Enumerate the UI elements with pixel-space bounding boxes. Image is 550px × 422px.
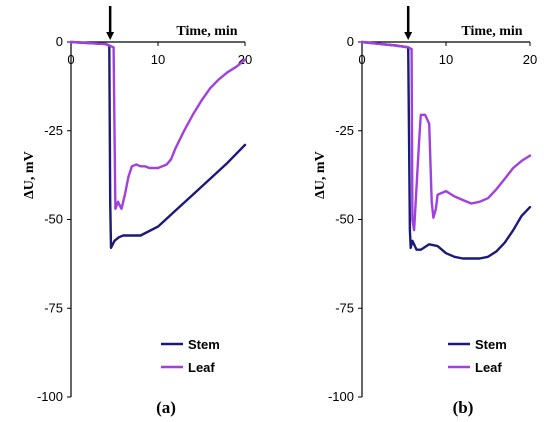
series-line-stem <box>69 40 247 250</box>
legend-label-leaf: Leaf <box>188 360 215 375</box>
y-tick-label: -50 <box>335 212 354 227</box>
y-tick-label: 0 <box>347 34 354 49</box>
y-tick-label: -75 <box>335 300 354 315</box>
legend-label-leaf: Leaf <box>475 360 502 375</box>
x-tick-label: 10 <box>439 52 453 67</box>
y-tick-label: -25 <box>335 123 354 138</box>
panel-label: (a) <box>156 398 176 417</box>
x-axis-label: Time, min <box>461 24 522 39</box>
x-axis-label: Time, min <box>176 24 237 39</box>
x-tick-label: 0 <box>67 52 74 67</box>
y-tick-label: -100 <box>37 389 63 404</box>
y-tick-label: -50 <box>44 212 63 227</box>
legend-label-stem: Stem <box>188 337 220 352</box>
y-tick-label: -25 <box>44 123 63 138</box>
y-tick-label: -75 <box>44 300 63 315</box>
series-line-leaf <box>69 40 247 211</box>
x-tick-label: 0 <box>358 52 365 67</box>
y-tick-label: 0 <box>56 34 63 49</box>
x-tick-label: 20 <box>523 52 537 67</box>
y-axis-label: ΔU, mV <box>22 151 37 199</box>
series-line-leaf <box>360 40 532 232</box>
panel-label: (b) <box>453 398 474 417</box>
legend-label-stem: Stem <box>475 337 507 352</box>
series-line-stem <box>360 40 532 260</box>
x-tick-label: 10 <box>151 52 165 67</box>
y-tick-label: -100 <box>328 389 354 404</box>
y-axis-label: ΔU, mV <box>313 151 328 199</box>
